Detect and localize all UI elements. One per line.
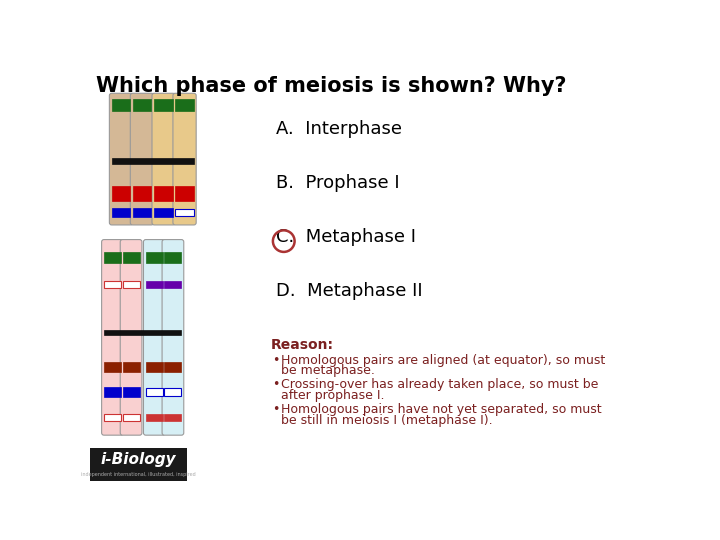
Text: Homologous pairs have not yet separated, so must: Homologous pairs have not yet separated,…	[282, 403, 602, 416]
Bar	[122, 252, 140, 262]
Text: C.  Metaphase I: C. Metaphase I	[276, 228, 416, 246]
Bar	[175, 209, 194, 217]
Bar	[175, 99, 194, 111]
Bar	[145, 252, 163, 262]
Text: Which phase of meiosis is shown? Why?: Which phase of meiosis is shown? Why?	[96, 76, 567, 96]
Bar	[154, 208, 173, 217]
Bar	[122, 281, 140, 288]
FancyBboxPatch shape	[162, 240, 184, 435]
Text: A.  Interphase: A. Interphase	[276, 120, 402, 138]
Bar	[145, 388, 163, 396]
Bar	[132, 99, 151, 111]
Text: be still in meiosis I (metaphase I).: be still in meiosis I (metaphase I).	[282, 414, 493, 427]
Bar	[164, 281, 181, 288]
Text: •: •	[272, 378, 279, 391]
Bar	[154, 99, 173, 111]
Bar	[112, 208, 130, 217]
FancyBboxPatch shape	[120, 240, 142, 435]
Bar	[154, 186, 173, 201]
FancyBboxPatch shape	[130, 93, 153, 225]
Text: Reason:: Reason:	[271, 338, 333, 352]
FancyBboxPatch shape	[143, 240, 165, 435]
Bar	[104, 362, 121, 372]
Text: independent international, illustrated, inspired: independent international, illustrated, …	[81, 472, 195, 477]
Bar	[164, 414, 181, 421]
Bar	[164, 362, 181, 372]
Text: B.  Prophase I: B. Prophase I	[276, 174, 400, 192]
Bar	[164, 252, 181, 262]
Text: •: •	[272, 354, 279, 367]
FancyBboxPatch shape	[102, 240, 123, 435]
Bar	[104, 387, 121, 397]
Bar	[145, 281, 163, 288]
Bar	[122, 362, 140, 372]
Text: be metaphase.: be metaphase.	[282, 364, 375, 377]
Text: i-Biology: i-Biology	[100, 451, 176, 467]
Text: after prophase I.: after prophase I.	[282, 389, 385, 402]
Bar	[132, 186, 151, 201]
Bar	[104, 414, 121, 421]
FancyBboxPatch shape	[109, 93, 132, 225]
Bar	[90, 448, 187, 481]
FancyBboxPatch shape	[152, 93, 175, 225]
Bar	[104, 281, 121, 288]
FancyBboxPatch shape	[173, 93, 196, 225]
Text: Homologous pairs are aligned (at equator), so must: Homologous pairs are aligned (at equator…	[282, 354, 606, 367]
Bar	[132, 208, 151, 217]
Bar	[104, 330, 181, 335]
Bar	[112, 99, 130, 111]
Bar	[145, 414, 163, 421]
Bar	[145, 362, 163, 372]
Bar	[112, 158, 194, 164]
Text: Crossing-over has already taken place, so must be: Crossing-over has already taken place, s…	[282, 378, 599, 391]
Bar	[104, 252, 121, 262]
Bar	[112, 186, 130, 201]
Text: D.  Metaphase II: D. Metaphase II	[276, 282, 423, 300]
Bar	[175, 186, 194, 201]
Bar	[122, 414, 140, 421]
Text: •: •	[272, 403, 279, 416]
Bar	[122, 387, 140, 397]
Bar	[164, 388, 181, 396]
